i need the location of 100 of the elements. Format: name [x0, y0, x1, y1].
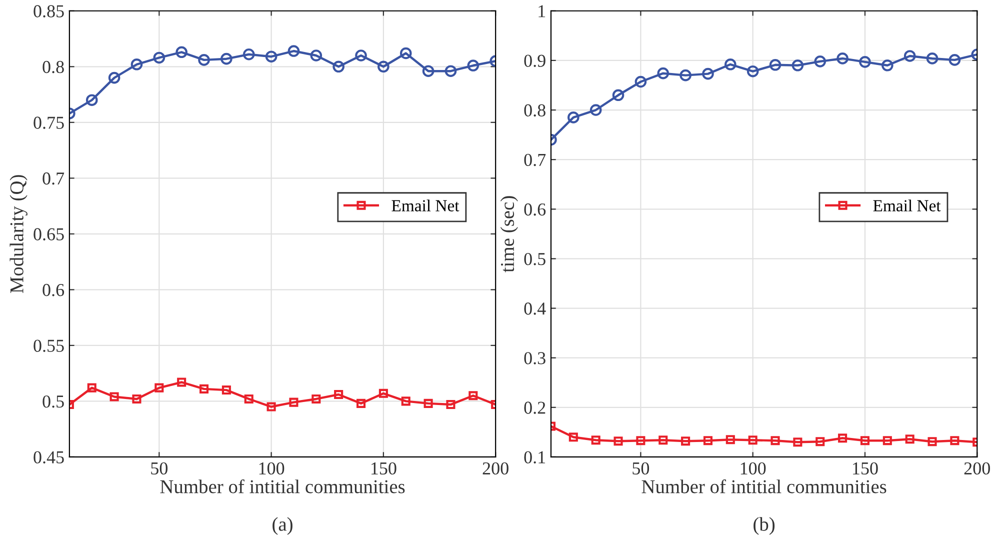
point — [590, 104, 602, 116]
point — [288, 45, 300, 57]
point — [591, 436, 600, 445]
point — [658, 436, 668, 445]
point — [928, 437, 937, 446]
y-tick-label: 0.7 — [524, 154, 546, 166]
point — [422, 65, 434, 78]
point — [905, 434, 914, 444]
y-tick-label: 0.85 — [34, 5, 64, 18]
point — [130, 58, 143, 70]
point — [860, 436, 870, 446]
point — [770, 436, 780, 446]
point — [334, 390, 344, 400]
point — [355, 50, 367, 62]
point — [702, 68, 714, 80]
point — [748, 436, 758, 445]
text: (b) — [754, 517, 775, 535]
point — [199, 384, 209, 394]
point — [859, 56, 871, 68]
y-tick-label: 0.1 — [524, 451, 546, 464]
x-axis-title: Number of intitial communities — [642, 479, 886, 494]
point — [154, 383, 164, 392]
point — [950, 436, 960, 446]
point — [265, 50, 278, 63]
point — [444, 65, 457, 78]
x-tick-label: 100 — [259, 462, 284, 475]
y-tick-label: 0.8 — [524, 104, 546, 117]
y-axis-title: Modularity (Q) — [10, 175, 28, 294]
y-tick-label: 0.6 — [524, 203, 546, 216]
y-tick-label: 0.7 — [42, 172, 64, 185]
point — [177, 378, 186, 387]
point — [568, 432, 578, 442]
point — [108, 72, 120, 84]
point — [356, 398, 366, 408]
point — [657, 67, 670, 80]
x-tick-label: 150 — [371, 462, 396, 475]
point — [814, 56, 826, 68]
y-tick-label: 0.55 — [34, 340, 64, 352]
y-tick-label: 0.5 — [42, 395, 64, 408]
y-tick-label: 0.45 — [34, 451, 64, 464]
y-tick-label: 0.5 — [524, 252, 546, 266]
y-tick-label: 0.4 — [524, 302, 546, 315]
y-tick-label: 0.9 — [524, 54, 546, 67]
point — [87, 383, 96, 392]
point — [312, 394, 321, 404]
point — [926, 52, 938, 64]
point — [769, 59, 782, 71]
point — [882, 59, 894, 72]
point — [948, 54, 961, 66]
point — [153, 52, 166, 64]
point — [612, 89, 624, 102]
point — [904, 50, 916, 62]
y-tick-label: 0.65 — [34, 228, 64, 240]
y-tick-label: 0.8 — [42, 60, 64, 74]
point — [836, 52, 848, 64]
point — [838, 434, 848, 443]
point — [882, 436, 892, 446]
point — [222, 386, 231, 395]
point — [378, 60, 390, 73]
point — [132, 394, 142, 404]
y-tick-label: 0.3 — [524, 352, 546, 364]
point — [266, 402, 276, 412]
point — [467, 60, 480, 72]
y-tick-label: 0.75 — [34, 116, 64, 129]
point — [400, 47, 412, 60]
point — [816, 437, 825, 446]
point — [401, 396, 410, 406]
point — [220, 52, 232, 65]
point — [424, 398, 433, 408]
point — [176, 46, 188, 58]
point — [703, 436, 712, 446]
point — [468, 391, 478, 400]
legend-label: Email Net — [873, 200, 941, 212]
point — [446, 400, 456, 410]
point — [681, 436, 690, 446]
point — [726, 435, 735, 444]
point — [86, 94, 98, 106]
point — [636, 436, 646, 446]
point — [680, 69, 692, 82]
y-tick-label: 1 — [538, 5, 546, 18]
x-tick-label: 200 — [482, 462, 508, 475]
point — [568, 112, 580, 124]
legend-label: Email Net — [392, 200, 460, 212]
point — [289, 398, 298, 407]
point — [746, 65, 759, 78]
y-tick-label: 0.2 — [524, 402, 546, 414]
point — [242, 48, 255, 60]
point — [634, 76, 647, 88]
text: (a) — [272, 517, 292, 535]
x-tick-label: 200 — [964, 462, 990, 475]
point — [793, 438, 802, 447]
point — [614, 436, 623, 446]
x-tick-label: 50 — [151, 462, 168, 475]
x-tick-label: 100 — [740, 462, 766, 475]
y-tick-label: 0.6 — [42, 284, 64, 296]
point — [244, 394, 254, 404]
point — [792, 59, 804, 72]
point — [378, 388, 388, 398]
x-axis-title: Number of intitial communities — [160, 479, 405, 494]
x-tick-label: 150 — [853, 462, 878, 475]
